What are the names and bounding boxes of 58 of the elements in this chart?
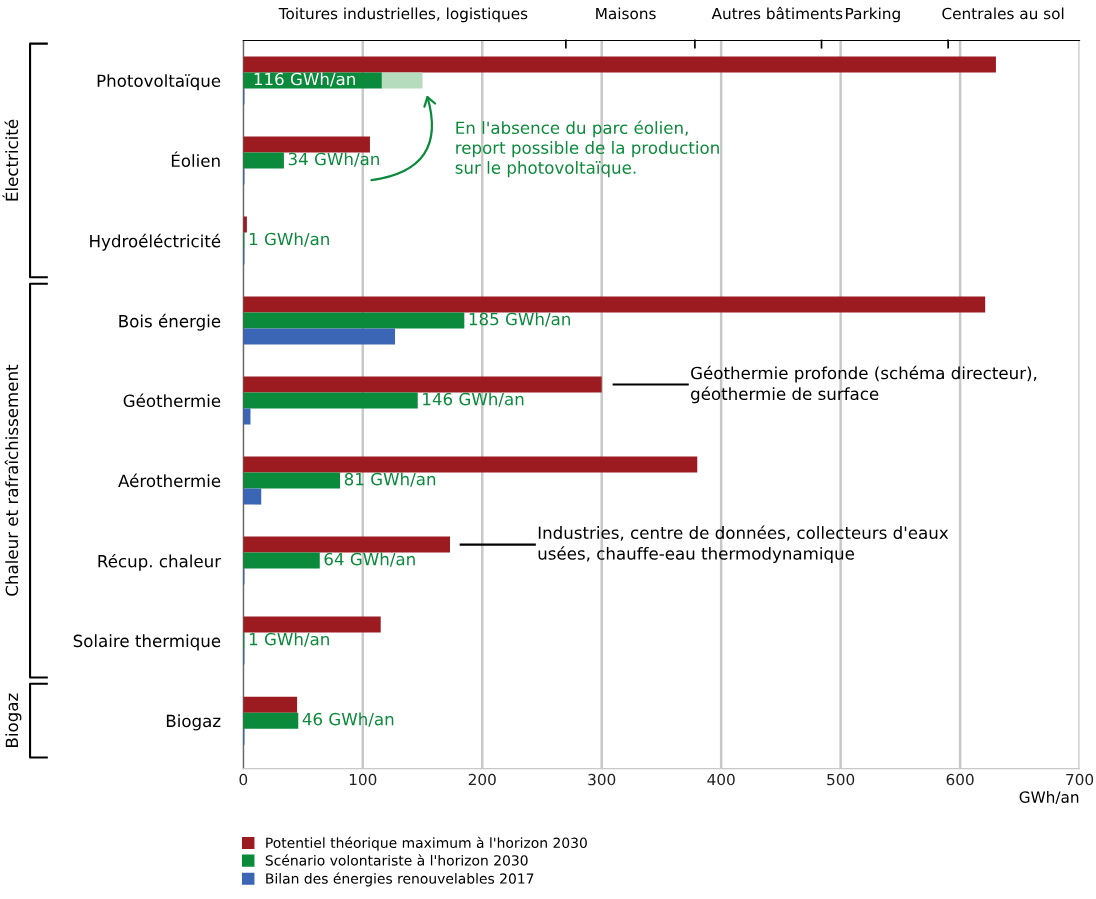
bar <box>243 456 698 473</box>
text: Biogaz <box>5 693 22 747</box>
bar <box>243 328 396 345</box>
data-label: 34 GWh/an <box>288 152 379 167</box>
data-label: 46 GWh/an <box>302 712 394 727</box>
bar <box>243 312 465 329</box>
data-label: 146 GWh/an <box>423 392 524 407</box>
bar <box>243 616 381 633</box>
bar <box>381 72 423 89</box>
annotation: Industries, centre de données, collecteurs d'eaux usées, chauffe-eau thermodynamique <box>538 525 949 564</box>
data-label: 1 GWh/an <box>249 232 329 247</box>
data-label: 116 GWh/an <box>254 72 355 87</box>
legend-label: Bilan des énergies renouvelables 2017 <box>266 872 534 887</box>
bar <box>243 392 418 409</box>
bar <box>243 472 341 489</box>
y-tick-label: Aérothermie <box>118 473 221 488</box>
x-tick-label: 200 <box>468 773 496 786</box>
annotation: En l'absence du parc éolien, report possible de la production sur le photovoltaïque. <box>455 120 719 178</box>
annotation: Géothermie profonde (schéma directeur), géothermie de surface <box>691 365 1037 404</box>
bar <box>243 56 996 73</box>
bar <box>243 536 450 553</box>
text: Parking <box>846 7 900 23</box>
x-tick-label: 400 <box>707 773 735 786</box>
x-tick-label: 100 <box>349 773 377 786</box>
bar <box>243 712 299 729</box>
text: Toitures industrielles, logistiques <box>278 7 528 23</box>
y-tick-label: Biogaz <box>166 714 221 731</box>
bar <box>243 376 602 393</box>
legend-label: Potentiel théorique maximum à l'horizon 2030 <box>266 836 587 851</box>
legend-label: Scénario volontariste à l'horizon 2030 <box>265 854 528 866</box>
data-label: 1 GWh/an <box>249 632 329 647</box>
bar <box>243 552 320 569</box>
y-tick-label: Bois énergie <box>119 313 221 331</box>
text: Maisons <box>596 7 656 20</box>
x-axis-title: GWh/an <box>1019 791 1079 805</box>
bar <box>243 152 284 169</box>
x-tick-label: 600 <box>946 773 974 786</box>
x-tick-label: 500 <box>827 773 855 786</box>
text: Autres bâtiments <box>711 6 843 20</box>
y-tick-label: Géothermie <box>123 393 221 408</box>
text: Chaleur et rafraîchissement <box>4 364 19 596</box>
x-tick-label: 0 <box>239 773 248 786</box>
data-label: 64 GWh/an <box>324 552 415 567</box>
y-tick-label: Récup. chaleur <box>98 553 222 571</box>
bar <box>243 488 262 505</box>
data-label: 185 GWh/an <box>469 312 570 327</box>
x-tick-label: 300 <box>588 773 616 786</box>
x-tick-label: 700 <box>1066 773 1094 786</box>
y-tick-label: Hydroéléctricité <box>90 233 221 251</box>
bar <box>243 136 370 153</box>
y-tick-label: Solaire thermique <box>73 634 221 651</box>
y-tick-label: Photovoltaïque <box>97 74 221 91</box>
text: Centrales au sol <box>942 7 1064 20</box>
text: Électricité <box>2 119 19 201</box>
y-tick-label: Éolien <box>171 151 220 168</box>
bar <box>243 296 986 313</box>
data-label: 81 GWh/an <box>344 472 436 487</box>
bar <box>243 696 298 713</box>
